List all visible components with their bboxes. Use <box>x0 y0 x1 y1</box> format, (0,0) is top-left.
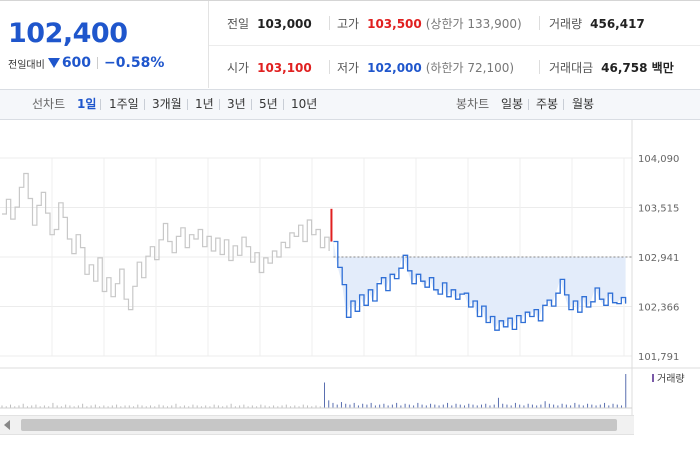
today-line <box>333 240 627 331</box>
scroll-left-arrow-icon[interactable] <box>4 420 10 430</box>
stat-volume: 거래량 456,417 <box>549 2 645 45</box>
chart-tab-bar: 선차트 1일 1주일 3개월 1년 3년 5년 10년 봉차트 일봉 주봉 월봉 <box>0 89 700 120</box>
today-area-fill <box>333 241 626 331</box>
stat-high: 고가 103,500 (상한가 133,900) <box>337 2 522 45</box>
tab-period-10y[interactable]: 10년 <box>291 97 318 111</box>
tab-period-1w[interactable]: 1주일 <box>109 97 139 111</box>
change-row: 전일대비 600 −0.58% <box>8 55 164 71</box>
stat-label: 저가 <box>337 61 360 75</box>
y-tick-label: 104,090 <box>638 154 679 165</box>
stat-value: 456,417 <box>590 16 645 31</box>
scrollbar-thumb[interactable] <box>21 419 617 431</box>
stats-row-2: 시가 103,100 저가 102,000 (하한가 72,100) 거래대금 … <box>209 46 700 89</box>
stat-note: (상한가 133,900) <box>425 17 522 31</box>
tab-divider <box>283 99 284 110</box>
stat-divider <box>329 16 330 30</box>
tab-period-3m[interactable]: 3개월 <box>152 97 182 111</box>
volume-legend-label: 거래량 <box>657 373 685 385</box>
current-price: 102,400 <box>8 18 128 49</box>
stat-divider <box>329 60 330 74</box>
stat-divider <box>539 60 540 74</box>
tab-candle-monthly[interactable]: 월봉 <box>572 97 595 111</box>
tab-divider <box>219 99 220 110</box>
y-tick-label: 102,941 <box>638 253 679 264</box>
change-amount: 600 <box>61 55 92 71</box>
tab-candle-daily[interactable]: 일봉 <box>501 97 524 111</box>
y-tick-label: 102,366 <box>638 302 679 313</box>
chart-scrollbar[interactable] <box>0 415 634 435</box>
stat-low: 저가 102,000 (하한가 72,100) <box>337 46 514 89</box>
stat-prev-close: 전일 103,000 <box>227 2 312 45</box>
y-tick-label: 101,791 <box>638 352 679 363</box>
period-tabs-heading: 선차트 <box>32 97 66 111</box>
y-tick-label: 103,515 <box>638 204 679 215</box>
change-label: 전일대비 <box>8 59 45 71</box>
stat-turnover: 거래대금 46,758 백만 <box>549 46 674 89</box>
tab-divider <box>100 99 101 110</box>
stat-label: 시가 <box>227 61 250 75</box>
stat-divider <box>539 16 540 30</box>
tab-period-3y[interactable]: 3년 <box>227 97 246 111</box>
tab-divider <box>563 99 564 110</box>
tab-divider <box>187 99 188 110</box>
stat-value: 102,000 <box>367 60 422 75</box>
plot-area <box>0 120 632 356</box>
stat-value: 103,100 <box>257 60 312 75</box>
stat-note: (하한가 72,100) <box>425 61 515 75</box>
stats-table: 전일 103,000 고가 103,500 (상한가 133,900) 거래량 … <box>209 1 700 88</box>
stat-value: 103,000 <box>257 16 312 31</box>
change-percent: −0.58% <box>104 55 165 71</box>
stats-row-1: 전일 103,000 고가 103,500 (상한가 133,900) 거래량 … <box>209 2 700 46</box>
down-triangle-icon <box>47 58 60 68</box>
tab-divider <box>528 99 529 110</box>
stat-label: 거래대금 <box>549 61 594 75</box>
volume-legend-marker <box>652 374 654 382</box>
stat-value: 46,758 백만 <box>601 61 674 75</box>
candle-tabs-heading: 봉차트 <box>456 97 490 111</box>
previous-day-line <box>2 172 330 311</box>
tab-candle-weekly[interactable]: 주봉 <box>536 97 559 111</box>
tab-divider <box>251 99 252 110</box>
stat-label: 거래량 <box>549 17 583 31</box>
price-summary: 102,400 전일대비 600 −0.58% <box>0 1 209 88</box>
stat-open: 시가 103,100 <box>227 46 312 89</box>
tab-period-5y[interactable]: 5년 <box>259 97 278 111</box>
stat-value: 103,500 <box>367 16 422 31</box>
tab-period-1d[interactable]: 1일 <box>77 97 97 111</box>
price-chart: 104,090 103,515 102,941 102,366 101,791 거래량 <box>0 120 700 415</box>
tab-divider <box>144 99 145 110</box>
tab-period-1y[interactable]: 1년 <box>195 97 214 111</box>
change-divider <box>97 57 99 69</box>
stat-label: 전일 <box>227 17 250 31</box>
stat-label: 고가 <box>337 17 360 31</box>
